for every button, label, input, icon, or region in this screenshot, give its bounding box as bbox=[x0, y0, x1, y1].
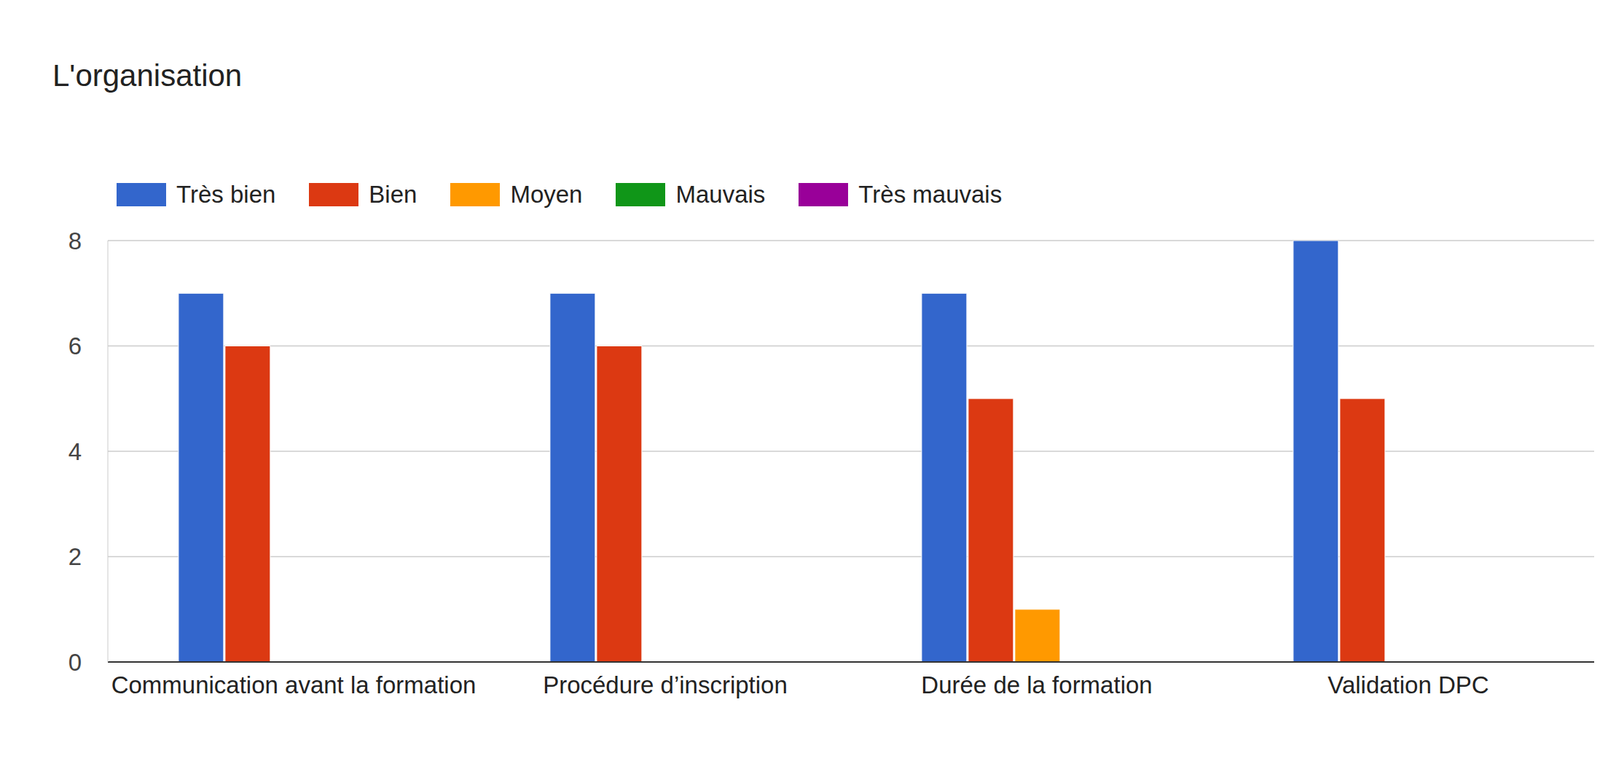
svg-text:Communication avant la formati: Communication avant la formation bbox=[111, 671, 477, 698]
svg-text:2: 2 bbox=[68, 542, 82, 570]
html-text:Moyen: Moyen bbox=[510, 180, 583, 208]
svg-text:6: 6 bbox=[68, 332, 82, 360]
svg-text:Procédure d’inscription: Procédure d’inscription bbox=[542, 671, 788, 698]
html-text:L'organisation: L'organisation bbox=[52, 58, 243, 93]
html-text:Très mauvais: Très mauvais bbox=[858, 180, 1002, 208]
svg-text:Durée de la formation: Durée de la formation bbox=[920, 671, 1152, 698]
svg-text:0: 0 bbox=[68, 648, 82, 676]
svg-text:Validation DPC: Validation DPC bbox=[1327, 671, 1489, 698]
html-text:Bien: Bien bbox=[368, 180, 418, 208]
html-text:Mauvais: Mauvais bbox=[675, 180, 766, 208]
html-text:Très bien: Très bien bbox=[176, 180, 276, 208]
svg-text:8: 8 bbox=[68, 227, 82, 255]
svg-text:4: 4 bbox=[68, 437, 82, 465]
